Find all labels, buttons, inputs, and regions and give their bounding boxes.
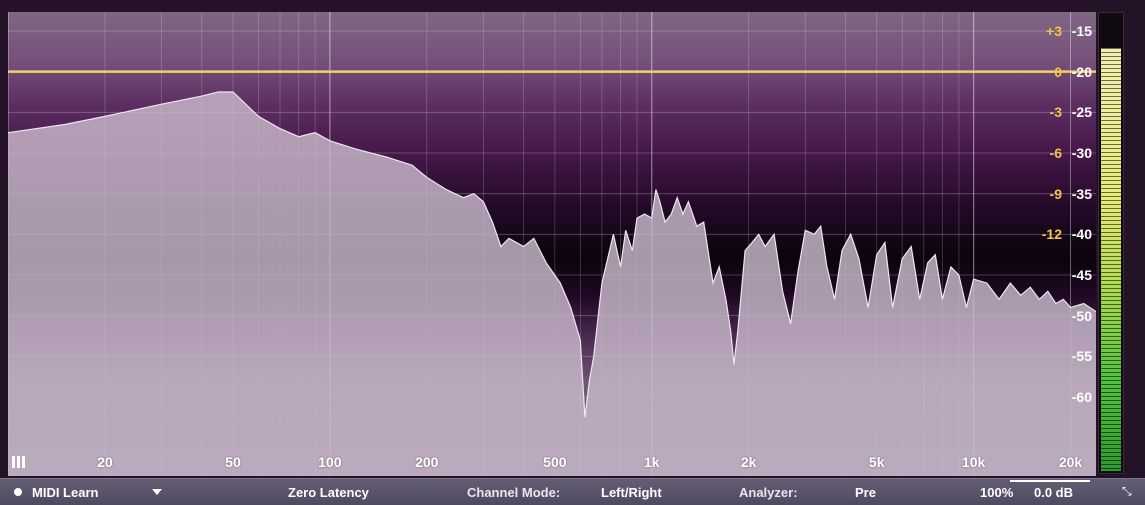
analyzer-scale-label: -55	[1071, 348, 1092, 365]
output-gain-slider[interactable]	[1010, 480, 1090, 482]
frequency-label: 200	[415, 454, 439, 470]
analyzer-label: Analyzer:	[739, 485, 798, 500]
frequency-label: 1k	[643, 454, 660, 470]
analyzer-scale-label: -45	[1071, 267, 1092, 283]
output-meter	[1098, 12, 1124, 474]
analyzer-scale-label: -35	[1071, 185, 1092, 202]
bottom-toolbar: MIDI Learn Zero Latency Channel Mode: Le…	[0, 478, 1145, 505]
frequency-label: 2k	[740, 454, 757, 470]
frequency-label: 100	[318, 454, 342, 470]
analyzer-scale-label: -20	[1071, 63, 1092, 80]
channel-mode-select[interactable]: Left/Right	[601, 485, 662, 500]
frequency-label: 10k	[961, 454, 986, 470]
spectrum-display[interactable]: 20 50 100 200 500 1k 2k 5k 10k 20k +3 0 -3 -6 -9 -12 -…	[8, 12, 1096, 476]
analyzer-scale-label: -50	[1071, 307, 1092, 324]
latency-mode-button[interactable]: Zero Latency	[288, 485, 369, 500]
frequency-label: 20	[97, 454, 113, 470]
output-meter-fill	[1101, 47, 1121, 471]
output-gain-value[interactable]: 0.0 dB	[1034, 485, 1074, 500]
frequency-label: 50	[225, 454, 241, 470]
gain-scale-label: -6	[1049, 145, 1062, 161]
gain-scale-label: +3	[1046, 23, 1062, 39]
midi-learn-button[interactable]: MIDI Learn	[32, 485, 99, 500]
spectrum-svg	[8, 12, 1096, 476]
spectrum-area	[8, 92, 1096, 476]
analyzer-scale-label: -15	[1071, 23, 1092, 39]
analyzer-scale-label: -30	[1071, 145, 1092, 161]
frequency-label: 500	[543, 454, 567, 470]
gain-scale-label: 0	[1054, 63, 1062, 80]
resize-icon[interactable]: ⤡	[1122, 484, 1132, 498]
analyzer-scale-label: -60	[1071, 389, 1092, 405]
midi-indicator-icon[interactable]	[14, 488, 22, 496]
frequency-label: 20k	[1058, 454, 1083, 470]
channel-mode-label: Channel Mode:	[467, 485, 561, 500]
frequency-label: 5k	[868, 454, 885, 470]
piano-icon[interactable]	[12, 456, 26, 468]
gain-scale-label: -9	[1049, 185, 1062, 202]
midi-dropdown-icon[interactable]	[152, 489, 162, 495]
gain-scale-label: -3	[1049, 104, 1062, 121]
spectrum-outline	[8, 91, 1096, 418]
analyzer-scale-label: -25	[1071, 104, 1092, 121]
zoom-button[interactable]: 100%	[980, 485, 1014, 500]
analyzer-scale-label: -40	[1071, 226, 1092, 243]
analyzer-mode-select[interactable]: Pre	[855, 485, 876, 500]
gain-scale-label: -12	[1041, 226, 1062, 243]
